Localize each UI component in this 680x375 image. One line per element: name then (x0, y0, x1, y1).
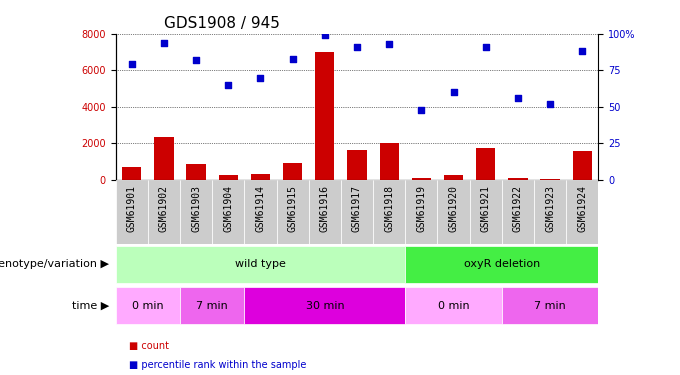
Bar (405, 246, 598, 283)
Bar (347, 150, 367, 180)
Point (352, 44, 362, 50)
Text: GSM61921: GSM61921 (481, 185, 491, 232)
Point (158, 39, 169, 45)
Point (513, 95, 524, 101)
Bar (244, 287, 405, 324)
Bar (444, 176, 463, 180)
Bar (116, 180, 148, 244)
Point (545, 101, 556, 107)
Text: GDS1908 / 945: GDS1908 / 945 (164, 16, 279, 31)
Bar (502, 287, 598, 324)
Bar (116, 246, 405, 283)
Bar (154, 137, 173, 180)
Bar (277, 180, 309, 244)
Bar (315, 52, 335, 180)
Bar (437, 180, 470, 244)
Text: wild type: wild type (235, 260, 286, 269)
Text: 0 min: 0 min (438, 301, 469, 310)
Bar (244, 180, 277, 244)
Text: GSM61915: GSM61915 (288, 185, 298, 232)
Point (384, 41, 394, 47)
Text: 7 min: 7 min (197, 301, 228, 310)
Text: GSM61914: GSM61914 (256, 185, 265, 232)
Bar (283, 163, 303, 180)
Text: GSM61901: GSM61901 (126, 185, 137, 232)
Text: GSM61903: GSM61903 (191, 185, 201, 232)
Text: 7 min: 7 min (534, 301, 566, 310)
Bar (502, 180, 534, 244)
Text: GSM61904: GSM61904 (223, 185, 233, 232)
Point (126, 62, 137, 68)
Text: genotype/variation ▶: genotype/variation ▶ (0, 260, 109, 269)
Text: GSM61920: GSM61920 (449, 185, 458, 232)
Text: GSM61918: GSM61918 (384, 185, 394, 232)
Bar (218, 174, 238, 180)
Point (223, 82, 234, 88)
Bar (148, 180, 180, 244)
Text: time ▶: time ▶ (71, 301, 109, 310)
Bar (379, 142, 399, 180)
Bar (122, 167, 141, 180)
Point (255, 75, 266, 81)
Bar (566, 180, 598, 244)
Point (287, 56, 298, 62)
Bar (405, 287, 502, 324)
Text: 0 min: 0 min (132, 301, 164, 310)
Point (448, 89, 459, 95)
Text: GSM61923: GSM61923 (545, 185, 555, 232)
Bar (116, 287, 180, 324)
Bar (508, 178, 528, 180)
Point (320, 32, 330, 38)
Point (190, 57, 201, 63)
Point (577, 48, 588, 54)
Text: GSM61916: GSM61916 (320, 185, 330, 232)
Text: GSM61917: GSM61917 (352, 185, 362, 232)
Text: GSM61924: GSM61924 (577, 185, 588, 232)
Text: oxyR deletion: oxyR deletion (464, 260, 540, 269)
Bar (251, 174, 270, 180)
Bar (341, 180, 373, 244)
Bar (373, 180, 405, 244)
Bar (405, 180, 437, 244)
Point (480, 44, 491, 50)
Bar (534, 180, 566, 244)
Bar (411, 178, 431, 180)
Text: GSM61919: GSM61919 (416, 185, 426, 232)
Bar (470, 180, 502, 244)
Text: 30 min: 30 min (305, 301, 344, 310)
Point (416, 107, 427, 113)
Bar (476, 148, 496, 180)
Bar (309, 180, 341, 244)
Bar (573, 151, 592, 180)
Text: GSM61902: GSM61902 (159, 185, 169, 232)
Bar (180, 180, 212, 244)
Bar (180, 287, 244, 324)
Text: ■ count: ■ count (129, 341, 169, 351)
Bar (186, 164, 206, 180)
Bar (541, 178, 560, 180)
Text: ■ percentile rank within the sample: ■ percentile rank within the sample (129, 360, 307, 369)
Text: GSM61922: GSM61922 (513, 185, 523, 232)
Bar (212, 180, 244, 244)
